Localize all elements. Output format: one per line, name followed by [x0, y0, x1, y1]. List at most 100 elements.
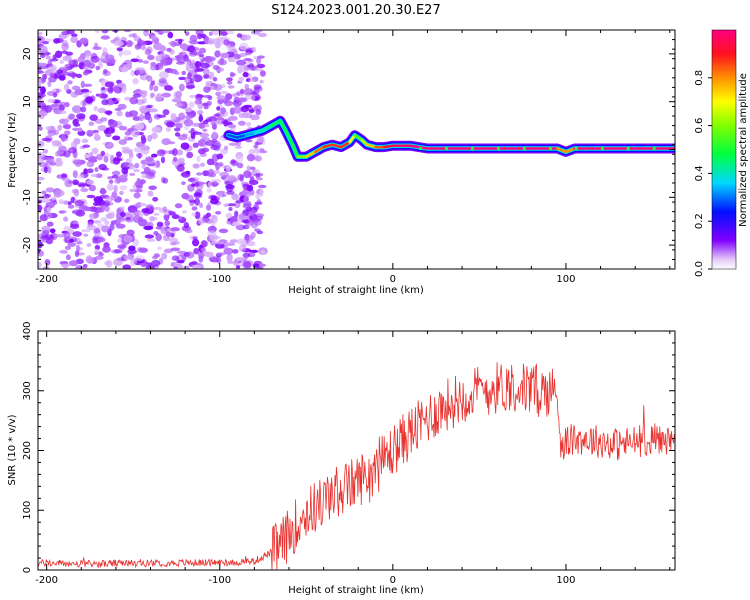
noise-speckle — [63, 177, 70, 182]
noise-speckle — [113, 184, 118, 193]
noise-speckle — [253, 144, 259, 149]
noise-speckle — [69, 223, 80, 230]
noise-speckle — [218, 228, 229, 234]
noise-speckle — [205, 80, 211, 88]
noise-speckle — [82, 83, 93, 88]
noise-speckle — [248, 148, 255, 156]
noise-speckle — [111, 174, 119, 179]
noise-speckle — [242, 183, 250, 190]
noise-speckle — [44, 259, 50, 265]
noise-speckle — [199, 132, 210, 138]
noise-speckle — [56, 233, 66, 238]
noise-speckle — [232, 249, 239, 254]
noise-speckle — [61, 263, 70, 268]
noise-speckle — [229, 71, 235, 78]
noise-speckle — [83, 233, 89, 237]
noise-speckle — [138, 59, 143, 63]
noise-speckle — [242, 225, 250, 230]
noise-speckle — [202, 128, 208, 132]
noise-speckle — [148, 108, 158, 113]
noise-speckle — [125, 111, 130, 118]
noise-speckle — [135, 69, 141, 75]
noise-speckle — [253, 30, 263, 33]
noise-speckle — [108, 119, 118, 128]
noise-speckle — [78, 205, 89, 211]
noise-speckle — [214, 119, 224, 126]
noise-speckle — [237, 97, 248, 103]
noise-speckle — [149, 83, 154, 91]
ridge-segment — [348, 133, 357, 144]
ridge-segment — [408, 144, 429, 150]
noise-speckle — [86, 256, 95, 264]
noise-speckle — [118, 139, 128, 145]
noise-speckle — [53, 38, 60, 44]
noise-speckle — [138, 216, 144, 223]
noise-speckle — [225, 165, 231, 172]
noise-speckle — [227, 260, 234, 264]
noise-speckle — [102, 246, 111, 253]
noise-speckle — [77, 56, 85, 63]
noise-speckle — [133, 192, 141, 199]
noise-speckle — [196, 155, 201, 162]
noise-speckle — [226, 190, 235, 195]
noise-speckle — [129, 172, 136, 177]
noise-speckle — [199, 162, 206, 167]
noise-speckle — [134, 189, 143, 193]
noise-speckle — [158, 78, 167, 84]
noise-speckle — [258, 184, 267, 189]
noise-speckle — [236, 59, 246, 66]
noise-speckle — [152, 207, 163, 210]
noise-speckle — [220, 30, 227, 35]
noise-speckle — [104, 261, 111, 266]
noise-speckle — [148, 185, 157, 191]
noise-speckle — [60, 134, 66, 142]
noise-speckle — [139, 113, 144, 122]
noise-speckle — [100, 117, 108, 122]
noise-speckle — [49, 228, 56, 234]
noise-speckle — [82, 99, 87, 107]
noise-speckle — [174, 122, 183, 129]
noise-speckle — [212, 64, 220, 71]
noise-speckle — [155, 233, 162, 242]
top-x-ticks: -200 -100 0 100 — [35, 30, 671, 285]
noise-speckle — [150, 92, 155, 98]
noise-speckle — [184, 107, 192, 113]
noise-speckle — [153, 231, 159, 236]
noise-speckle — [164, 85, 173, 91]
noise-speckle — [70, 91, 79, 98]
noise-speckle — [170, 227, 181, 232]
noise-speckle — [248, 210, 256, 216]
noise-speckle — [227, 85, 235, 89]
noise-speckle — [48, 64, 57, 71]
noise-speckle — [45, 187, 55, 193]
noise-speckle — [186, 151, 194, 159]
noise-speckle — [202, 102, 209, 107]
noise-speckle — [216, 95, 226, 101]
noise-speckle — [73, 138, 81, 145]
noise-speckle — [192, 236, 198, 240]
noise-speckle — [232, 105, 242, 114]
noise-speckle — [181, 70, 186, 76]
noise-speckle — [117, 244, 127, 249]
noise-speckle — [63, 200, 69, 205]
noise-speckle — [67, 242, 77, 247]
noise-speckle — [129, 96, 139, 105]
noise-speckle — [72, 179, 79, 185]
noise-speckle — [105, 133, 112, 138]
noise-speckle — [208, 256, 219, 262]
noise-speckle — [131, 129, 140, 138]
noise-speckle — [259, 189, 264, 197]
noise-speckle — [46, 221, 54, 227]
noise-speckle — [167, 141, 176, 145]
noise-speckle — [42, 149, 49, 154]
noise-speckle — [86, 243, 92, 247]
noise-speckle — [240, 105, 248, 113]
noise-speckle — [47, 130, 57, 136]
noise-speckle — [166, 47, 172, 52]
noise-speckle — [172, 148, 178, 157]
noise-speckle — [235, 257, 245, 262]
ridge-segment — [291, 143, 299, 158]
ridge-bead — [626, 146, 630, 151]
ridge-segment — [322, 143, 334, 149]
noise-speckle — [149, 64, 157, 71]
